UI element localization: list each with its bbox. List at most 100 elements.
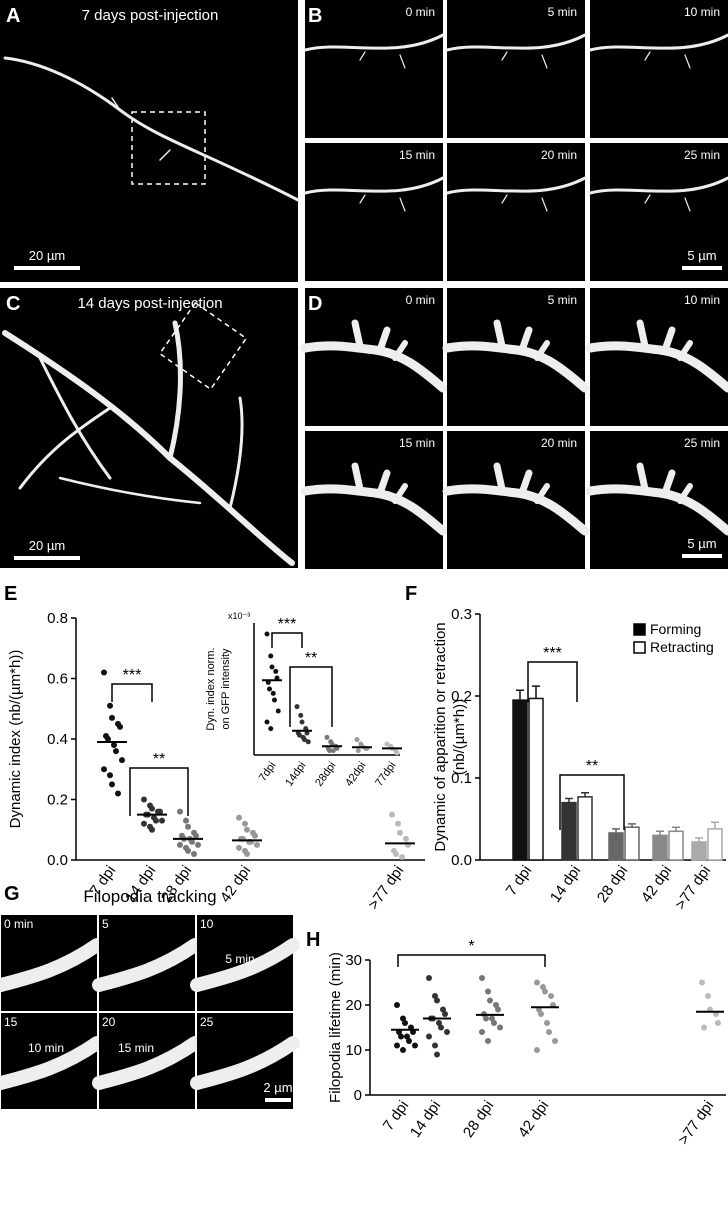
significance-label: * xyxy=(468,938,474,955)
data-point xyxy=(236,844,242,851)
dendrite xyxy=(0,938,104,992)
data-point xyxy=(544,1020,550,1026)
scale-label: 20 µm xyxy=(29,538,65,553)
time-label: 5 min xyxy=(548,5,577,19)
data-point xyxy=(275,708,281,714)
data-point xyxy=(109,781,115,788)
data-point xyxy=(399,853,405,860)
x-tick-label: 42dpi xyxy=(343,760,368,789)
data-point xyxy=(273,668,279,674)
time-label: 0 min xyxy=(406,293,435,307)
time-label: 25 min xyxy=(684,436,720,450)
data-point xyxy=(434,997,440,1004)
data-point xyxy=(394,1002,400,1008)
time-label: 20 min xyxy=(541,436,577,450)
dendrite xyxy=(493,319,506,350)
data-point xyxy=(101,669,107,676)
data-point xyxy=(268,653,274,659)
micrograph xyxy=(447,143,585,281)
data-point xyxy=(479,975,485,981)
data-point xyxy=(355,748,361,754)
panel-letter: G xyxy=(4,883,20,905)
data-point xyxy=(534,1047,540,1053)
y-axis-label: (nb/(µm*h)) xyxy=(451,699,468,775)
dendrite xyxy=(18,406,112,490)
bar xyxy=(528,697,544,861)
data-point xyxy=(489,1015,495,1022)
dendrite xyxy=(159,149,171,161)
data-point xyxy=(294,704,300,710)
legend-label: Retracting xyxy=(650,639,714,655)
dendrite xyxy=(359,51,366,61)
significance-bracket xyxy=(527,661,578,702)
significance-label: *** xyxy=(278,616,297,633)
x-tick-label: 77dpi xyxy=(373,760,398,789)
micrograph xyxy=(590,431,728,569)
dendrite xyxy=(501,194,508,204)
data-point xyxy=(404,1033,410,1040)
micrograph xyxy=(305,0,443,138)
data-point xyxy=(270,690,276,696)
y-tick-label: 0.8 xyxy=(47,610,68,627)
y-tick-label: 0.3 xyxy=(451,606,472,623)
note-label: 10 min xyxy=(28,1041,64,1055)
data-point xyxy=(705,993,711,999)
data-point xyxy=(397,829,403,836)
panel-letter: E xyxy=(4,583,17,605)
x-tick-label: 14dpi xyxy=(283,760,308,789)
dendrite xyxy=(167,320,183,461)
data-point xyxy=(189,838,195,845)
data-point xyxy=(434,1051,440,1058)
data-point xyxy=(393,850,399,857)
data-point xyxy=(157,808,163,815)
significance-bracket xyxy=(271,632,303,648)
data-point xyxy=(298,712,304,718)
data-point xyxy=(548,993,554,999)
micrograph xyxy=(447,0,585,138)
roi-box xyxy=(158,301,248,391)
time-label: 10 xyxy=(200,917,214,931)
data-point xyxy=(403,835,409,842)
dendrite xyxy=(684,54,691,69)
time-label: 5 xyxy=(102,917,109,931)
time-label: 0 min xyxy=(4,917,33,931)
y-tick-label: 0 xyxy=(354,1087,362,1104)
x-tick-label: 28 dpi xyxy=(594,863,631,906)
dendrite xyxy=(376,326,391,354)
dendrite xyxy=(300,484,448,536)
data-point xyxy=(101,766,107,773)
bar xyxy=(577,796,593,861)
error-bar xyxy=(672,826,680,832)
dendrite xyxy=(351,462,364,493)
bar xyxy=(652,834,668,861)
panel-caption: 7 days post-injection xyxy=(82,7,219,24)
scale-label: 5 µm xyxy=(687,536,716,551)
dendrite xyxy=(677,340,693,361)
data-point xyxy=(540,984,546,990)
y-tick-label: 10 xyxy=(345,1042,362,1059)
dendrite xyxy=(541,54,548,69)
roi-box xyxy=(131,111,206,185)
error-bar xyxy=(612,828,620,833)
data-point xyxy=(412,1042,418,1049)
time-label: 15 xyxy=(4,1015,18,1029)
dendrite xyxy=(445,33,587,52)
dendrite xyxy=(392,340,408,361)
dendrite xyxy=(190,938,300,992)
dendrite xyxy=(644,194,651,204)
time-label: 15 min xyxy=(399,436,435,450)
time-label: 15 min xyxy=(399,148,435,162)
scale-bar xyxy=(265,1098,291,1102)
data-point xyxy=(299,719,305,725)
scale-label: 2 µm xyxy=(263,1080,292,1095)
data-point xyxy=(495,1006,501,1013)
dendrite xyxy=(661,469,676,497)
dendrite xyxy=(644,51,651,61)
x-tick-label: 42 dpi xyxy=(515,1098,552,1141)
dendrite xyxy=(376,469,391,497)
data-point xyxy=(105,736,111,742)
y-tick-label: 0.2 xyxy=(451,688,472,705)
error-bar xyxy=(656,830,664,836)
data-point xyxy=(444,1029,450,1035)
